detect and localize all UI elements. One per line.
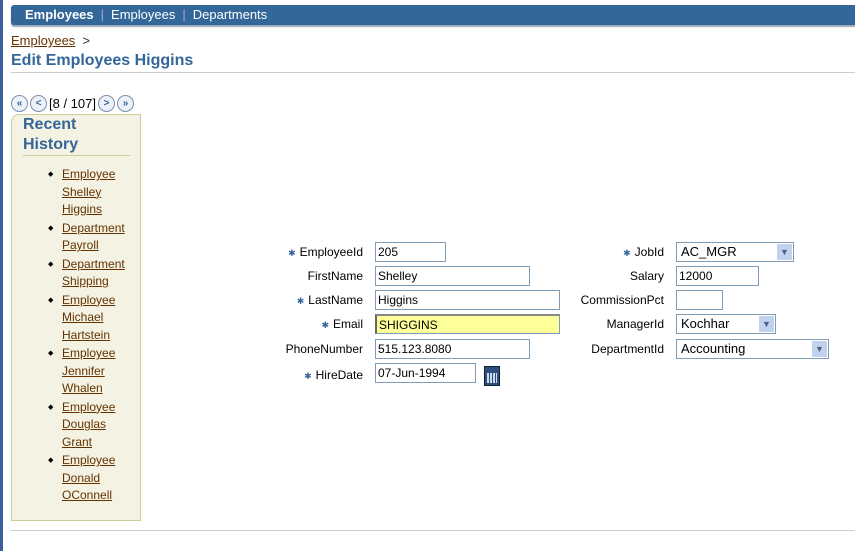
- department-id-label: DepartmentId: [591, 342, 664, 356]
- tab-employees-active[interactable]: Employees: [25, 7, 94, 22]
- chevron-down-icon[interactable]: ▼: [759, 316, 774, 332]
- recent-history-title: Recent History: [23, 116, 79, 153]
- phone-number-input[interactable]: [375, 339, 530, 359]
- record-position: [8 / 107]: [49, 96, 96, 111]
- job-id-label: ✱ JobId: [623, 245, 664, 259]
- history-link[interactable]: Employee Shelley Higgins: [62, 167, 116, 216]
- job-id-select[interactable]: AC_MGR ▼: [676, 242, 794, 262]
- page-title: Edit Employees Higgins: [11, 52, 194, 69]
- list-item: Department Shipping: [48, 256, 132, 291]
- pager: « < [8 / 107] > »: [11, 95, 134, 112]
- manager-id-label: ManagerId: [606, 317, 664, 331]
- tab-departments[interactable]: Departments: [192, 7, 268, 22]
- required-icon: ✱: [321, 320, 329, 330]
- breadcrumb-employees-link[interactable]: Employees: [11, 33, 76, 48]
- commission-pct-label: CommissionPct: [580, 293, 664, 307]
- window-edge: [0, 0, 3, 551]
- breadcrumb: Employees >: [11, 33, 90, 48]
- list-item: Employee Michael Hartstein: [48, 292, 132, 345]
- required-icon: ✱: [304, 371, 312, 381]
- first-name-label: FirstName: [307, 269, 363, 283]
- required-icon: ✱: [623, 248, 631, 258]
- breadcrumb-separator: >: [82, 33, 91, 48]
- chevron-down-icon[interactable]: ▼: [777, 244, 792, 260]
- last-name-label: ✱ LastName: [296, 293, 363, 307]
- history-link[interactable]: Employee Michael Hartstein: [62, 292, 116, 342]
- last-name-input[interactable]: [375, 290, 560, 310]
- history-link[interactable]: Department Payroll: [62, 220, 125, 253]
- email-input[interactable]: [375, 314, 560, 334]
- previous-record-button[interactable]: <: [30, 95, 47, 112]
- required-icon: ✱: [288, 248, 296, 258]
- recent-history-panel: Recent History Employee Shelley Higgins …: [11, 114, 141, 521]
- department-id-select[interactable]: Accounting ▼: [676, 339, 829, 359]
- employee-id-label: ✱ EmployeeId: [288, 245, 363, 259]
- divider: [11, 530, 855, 531]
- divider: [11, 72, 855, 73]
- next-record-button[interactable]: >: [97, 95, 115, 112]
- list-item: Department Payroll: [48, 220, 132, 255]
- email-label: ✱ Email: [321, 317, 363, 331]
- commission-pct-input[interactable]: [676, 290, 723, 310]
- history-link[interactable]: Employee Donald OConnell: [62, 453, 116, 502]
- tab-employees[interactable]: Employees: [111, 7, 176, 22]
- history-link[interactable]: Department Shipping: [62, 256, 125, 289]
- salary-label: Salary: [629, 269, 664, 283]
- history-link[interactable]: Employee Jennifer Whalen: [62, 346, 116, 395]
- hire-date-input[interactable]: [375, 363, 476, 383]
- manager-id-select[interactable]: Kochhar ▼: [676, 314, 776, 334]
- list-item: Employee Donald OConnell: [48, 452, 132, 505]
- top-nav: Employees | Employees | Departments: [11, 5, 855, 25]
- divider: [23, 155, 130, 156]
- chevron-down-icon[interactable]: ▼: [812, 341, 827, 357]
- phone-number-label: PhoneNumber: [285, 342, 363, 356]
- first-record-button[interactable]: «: [11, 95, 28, 112]
- list-item: Employee Douglas Grant: [48, 399, 132, 452]
- list-item: Employee Shelley Higgins: [48, 166, 132, 219]
- first-name-input[interactable]: [375, 266, 530, 286]
- list-item: Employee Jennifer Whalen: [48, 345, 132, 398]
- salary-input[interactable]: [676, 266, 759, 286]
- history-link[interactable]: Employee Douglas Grant: [62, 399, 116, 449]
- hire-date-label: ✱ HireDate: [304, 368, 363, 382]
- last-record-button[interactable]: »: [116, 95, 134, 112]
- employee-id-input[interactable]: [375, 242, 446, 262]
- calendar-icon[interactable]: [484, 366, 500, 386]
- required-icon: ✱: [296, 296, 305, 306]
